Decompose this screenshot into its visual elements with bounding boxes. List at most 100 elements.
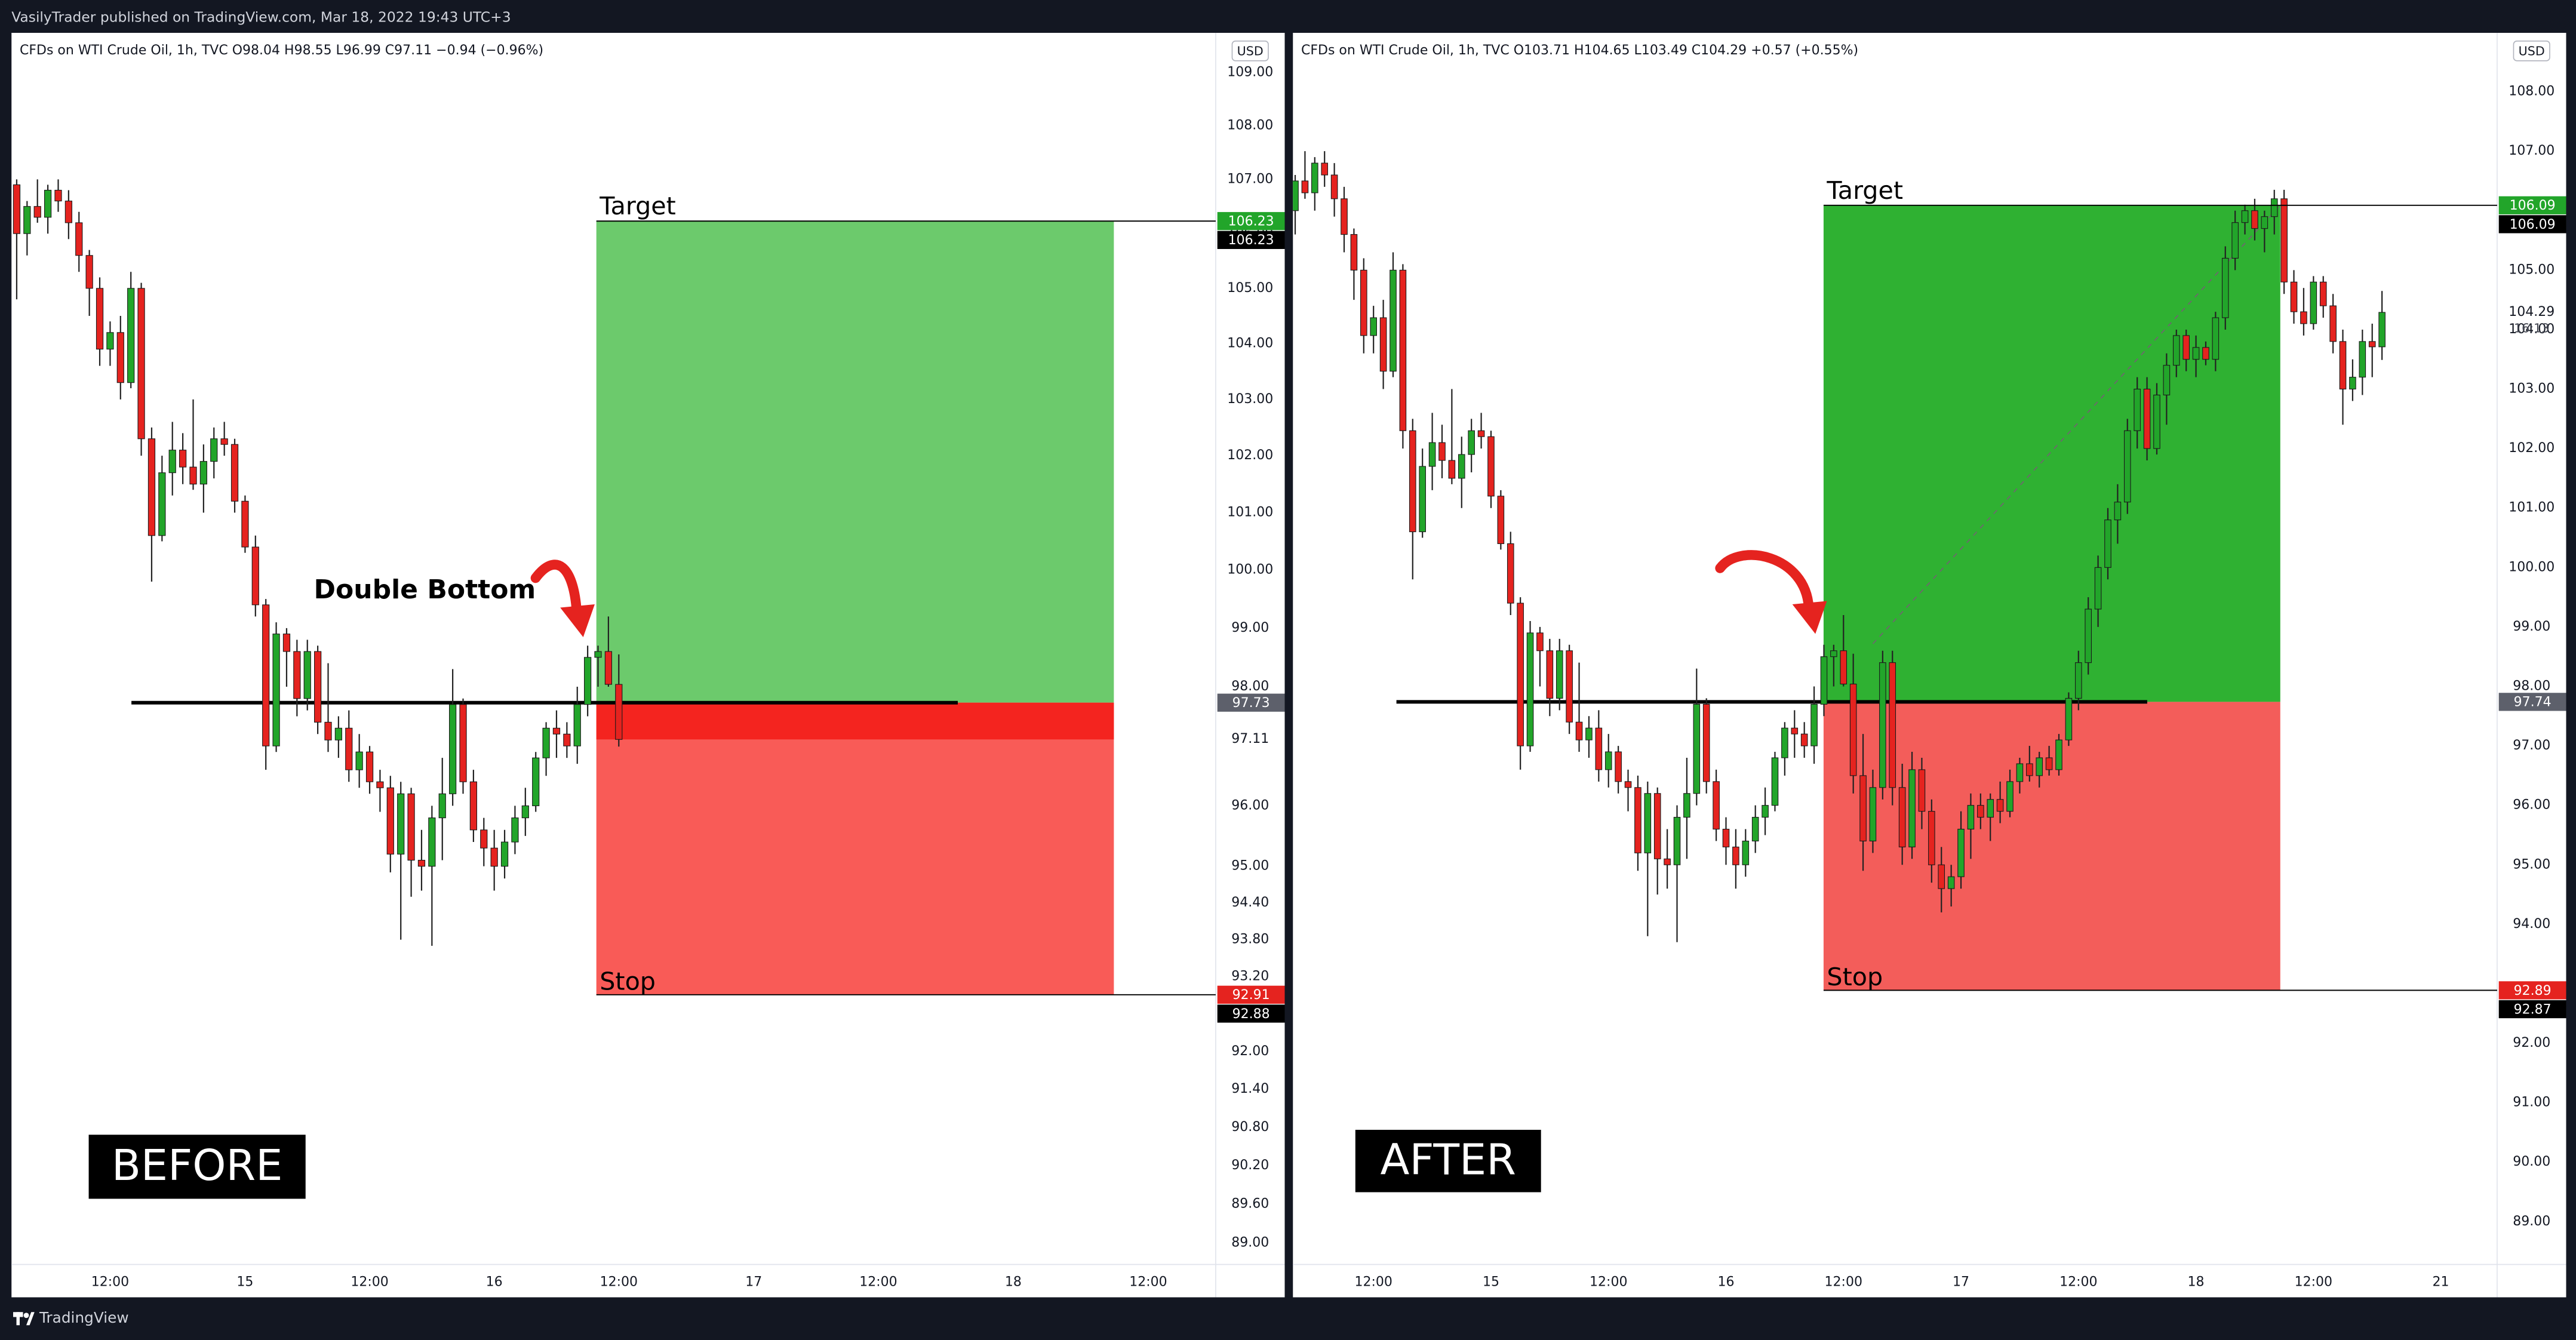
candle-body xyxy=(314,651,322,723)
candle-body xyxy=(1419,466,1426,533)
legend: CFDs on WTI Crude Oil, 1h, TVC O98.04 H9… xyxy=(20,43,543,58)
y-tick-label: 89.00 xyxy=(2513,1214,2550,1229)
candle-body xyxy=(1781,727,1788,758)
y-tick-label: 98.00 xyxy=(1231,679,1269,694)
candle-body xyxy=(2006,781,2014,812)
x-tick-label: 12:00 xyxy=(1354,1275,1392,1290)
candle-body xyxy=(2349,377,2356,390)
stage-label: AFTER xyxy=(1381,1135,1516,1185)
price-box-label: 106.23 xyxy=(1228,214,1274,229)
candle-body xyxy=(1947,876,1955,889)
candle-body xyxy=(2378,312,2386,348)
y-tick-label: 92.00 xyxy=(2513,1035,2550,1050)
candle-body xyxy=(1536,632,1544,651)
price-box xyxy=(1217,212,1285,230)
candle-body xyxy=(417,859,426,867)
open-loss-zone xyxy=(596,702,1114,740)
candle-body xyxy=(449,704,457,794)
target-label: Target xyxy=(599,192,676,220)
candle-body xyxy=(1390,269,1397,372)
stage-label: BEFORE xyxy=(112,1141,283,1190)
y-tick-label: 96.00 xyxy=(1231,798,1269,813)
candle-body xyxy=(137,288,145,440)
candle-body xyxy=(1487,436,1495,497)
y-tick-label: 93.20 xyxy=(1231,969,1269,984)
candle-body xyxy=(552,727,561,734)
candle-body xyxy=(1341,198,1348,235)
target-zone xyxy=(596,221,1114,703)
candle-body xyxy=(1301,180,1309,193)
candle-body xyxy=(532,757,540,806)
y-tick-label: 100.00 xyxy=(2509,560,2555,574)
candle-body xyxy=(2359,341,2366,378)
candle-body xyxy=(365,751,374,782)
y-tick-label: 102.00 xyxy=(2509,441,2555,456)
candle-body xyxy=(1820,656,1828,705)
candle-body xyxy=(1458,454,1465,479)
candle-body xyxy=(1810,703,1818,746)
y-tick-label: 109.00 xyxy=(1227,64,1273,79)
arrow-head xyxy=(560,604,595,637)
candle-body xyxy=(500,841,509,867)
stop-zone xyxy=(596,702,1114,995)
candle-body xyxy=(324,721,332,740)
y-tick-label: 104.00 xyxy=(1227,336,1273,351)
candle-body xyxy=(127,288,135,383)
candle-body xyxy=(2114,502,2122,521)
candle-body xyxy=(1908,769,1916,847)
x-tick-label: 15 xyxy=(236,1275,253,1290)
candle-body xyxy=(179,450,187,468)
candle-body xyxy=(1409,430,1416,533)
y-tick-label: 96.00 xyxy=(2513,798,2550,813)
candle-body xyxy=(2221,257,2229,318)
y-tick-label: 95.00 xyxy=(2513,857,2550,872)
y-tick-label: 99.00 xyxy=(2513,619,2550,634)
candle-body xyxy=(2202,347,2209,360)
candle-body xyxy=(1742,840,1750,865)
candle-body xyxy=(75,222,83,256)
x-tick-label: 18 xyxy=(2188,1275,2205,1290)
candle-body xyxy=(189,466,197,485)
candle-body xyxy=(1849,683,1857,776)
target-label: Target xyxy=(1826,176,1903,205)
candle-body xyxy=(1722,828,1730,847)
x-tick-label: 12:00 xyxy=(1590,1275,1627,1290)
candle-body xyxy=(1566,650,1573,723)
candle-body xyxy=(594,651,602,658)
candle-body xyxy=(345,727,353,770)
candle-body xyxy=(85,255,93,289)
candle-body xyxy=(2026,763,2033,776)
x-tick-label: 16 xyxy=(486,1275,503,1290)
x-tick-label: 12:00 xyxy=(351,1275,388,1290)
price-box-label: 92.89 xyxy=(2514,984,2552,998)
candle-body xyxy=(2163,365,2171,396)
candle-body xyxy=(1507,543,1514,604)
x-tick-label: 12:00 xyxy=(91,1275,129,1290)
candles xyxy=(13,179,623,946)
price-box-label: 92.88 xyxy=(1232,1007,1270,1022)
arrow xyxy=(530,560,582,616)
candle-body xyxy=(334,727,343,740)
candle-body xyxy=(116,332,124,383)
candle-body xyxy=(1360,269,1367,336)
price-box-label: 106.09 xyxy=(2510,217,2556,232)
candle-body xyxy=(1791,727,1799,734)
stop-label: Stop xyxy=(600,967,656,996)
candle-body xyxy=(2261,216,2268,229)
candle-body xyxy=(397,793,405,855)
price-box xyxy=(2498,215,2566,233)
x-tick-label: 16 xyxy=(1717,1275,1734,1290)
y-tick-label: 108.00 xyxy=(1227,118,1273,133)
candle-body xyxy=(1693,703,1701,794)
x-tick-label: 12:00 xyxy=(1129,1275,1167,1290)
candle-body xyxy=(2212,317,2220,360)
candle-body xyxy=(272,634,280,746)
candle-body xyxy=(2134,388,2141,431)
candle-body xyxy=(407,793,415,861)
y-tick-label: 102.00 xyxy=(1227,448,1273,463)
candle-body xyxy=(1996,799,2004,812)
y-tick-label: 95.00 xyxy=(1231,859,1269,874)
y-tick-label: 94.00 xyxy=(2513,917,2550,932)
candle-body xyxy=(1634,787,1641,853)
